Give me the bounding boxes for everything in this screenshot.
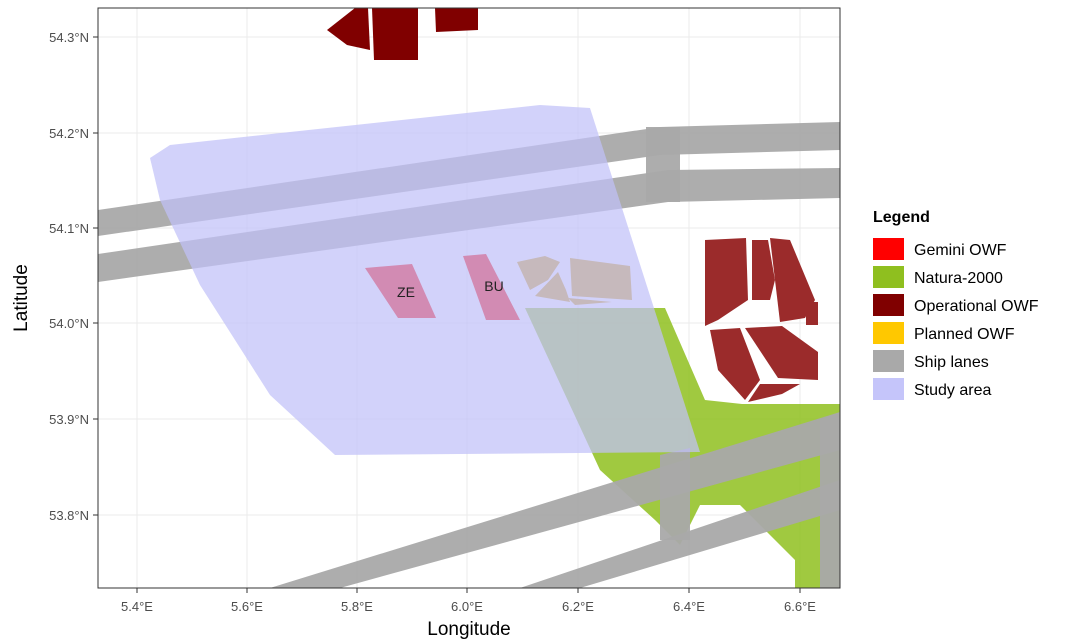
y-axis-title: Latitude xyxy=(11,264,32,332)
legend-swatch-study-area xyxy=(873,378,904,400)
legend: Legend Gemini OWF Natura-2000 Operationa… xyxy=(873,209,1039,400)
y-tick-label: 54.2°N xyxy=(49,126,89,141)
axis-ticks xyxy=(93,36,801,593)
legend-label-gemini-owf: Gemini OWF xyxy=(914,242,1007,259)
legend-swatch-ship-lanes xyxy=(873,350,904,372)
operational-owf-east xyxy=(705,238,818,402)
y-tick-label: 54.3°N xyxy=(49,30,89,45)
y-tick-label: 53.9°N xyxy=(49,412,89,427)
x-axis-title: Longitude xyxy=(427,619,510,640)
legend-swatch-natura-2000 xyxy=(873,266,904,288)
legend-label-study-area: Study area xyxy=(914,382,991,399)
legend-title: Legend xyxy=(873,209,930,226)
legend-label-ship-lanes: Ship lanes xyxy=(914,354,989,371)
legend-swatch-planned-owf xyxy=(873,322,904,344)
legend-label-natura-2000: Natura-2000 xyxy=(914,270,1003,287)
legend-label-operational-owf: Operational OWF xyxy=(914,298,1039,315)
legend-label-planned-owf: Planned OWF xyxy=(914,326,1015,343)
x-tick-label: 6.2°E xyxy=(562,599,594,614)
x-tick-label: 6.0°E xyxy=(451,599,483,614)
site-label-ze: ZE xyxy=(397,284,415,300)
legend-swatch-gemini-owf xyxy=(873,238,904,260)
x-tick-label: 6.4°E xyxy=(673,599,705,614)
site-label-bu: BU xyxy=(484,278,503,294)
study-area xyxy=(150,105,700,455)
x-tick-label: 6.6°E xyxy=(784,599,816,614)
operational-owf-north xyxy=(327,8,478,60)
legend-swatch-operational-owf xyxy=(873,294,904,316)
x-tick-label: 5.6°E xyxy=(231,599,263,614)
panel-border xyxy=(97,7,841,589)
x-tick-label: 5.4°E xyxy=(121,599,153,614)
y-tick-label: 54.1°N xyxy=(49,221,89,236)
y-tick-label: 53.8°N xyxy=(49,508,89,523)
x-tick-label: 5.8°E xyxy=(341,599,373,614)
y-tick-label: 54.0°N xyxy=(49,316,89,331)
